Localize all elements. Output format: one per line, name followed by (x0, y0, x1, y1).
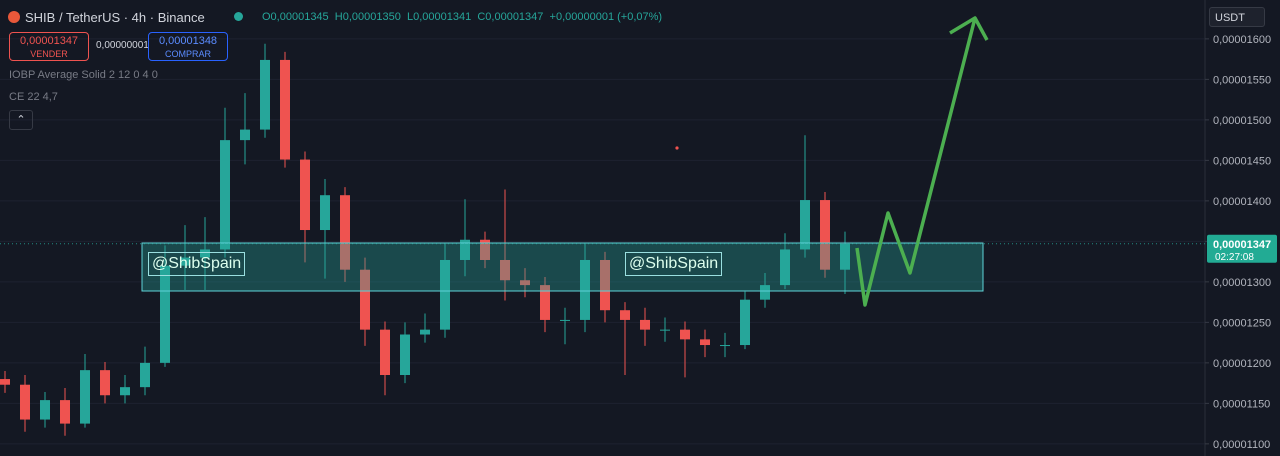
arrow-head (949, 16, 989, 41)
currency: USDT (1215, 12, 1245, 24)
candle-body (40, 400, 50, 420)
candle-body (720, 345, 730, 347)
buy-label: COMPRAR (164, 49, 211, 59)
candle-body (260, 59, 270, 130)
zone (141, 242, 984, 292)
candle-body (460, 239, 470, 260)
y-tick-label: 0,00001450 (1213, 155, 1271, 167)
price-axis (1205, 0, 1280, 456)
candle-body (60, 400, 70, 424)
candle-body (320, 195, 330, 231)
candle-body (300, 159, 310, 231)
y-tick-label: 0,00001500 (1213, 115, 1271, 127)
indicator[interactable]: CE 22 4,7 (9, 91, 58, 103)
watermark: @ShibSpain (625, 252, 723, 276)
ohlc: O0,00001345 H0,00001350 L0,00001341 C0,0… (262, 11, 662, 23)
buy-button[interactable]: 0,00001348 COMPRAR (148, 32, 228, 61)
indicator-text: IOBP Average Solid 2 12 0 4 0 (9, 69, 158, 81)
logo (8, 11, 20, 23)
spread: 0,00000001 (96, 40, 149, 51)
sell-price: 0,00001347 (19, 35, 79, 47)
status (234, 12, 243, 21)
y-tick-label: 0,00001550 (1213, 74, 1271, 86)
candle-body (560, 319, 570, 321)
candle-body (540, 285, 550, 320)
candle-body (220, 140, 230, 250)
candle-body (740, 299, 750, 346)
candle-body (340, 195, 350, 270)
candle-body (0, 379, 10, 385)
candle-body (180, 257, 190, 266)
y-tick-label: 0,00001250 (1213, 317, 1271, 329)
candle-body (280, 59, 290, 160)
candle-body (240, 129, 250, 141)
candle-body (140, 362, 150, 388)
y-tick-label: 0,00001150 (1213, 398, 1270, 410)
y-tick-label: 0,00001200 (1213, 358, 1271, 370)
candle-body (800, 200, 810, 250)
candle-body (160, 265, 170, 363)
y-tick-label: 0,00001600 (1213, 34, 1271, 46)
candle-body (760, 285, 770, 300)
y-tick-label: 0,00001300 (1213, 277, 1271, 289)
candle-body (380, 329, 390, 376)
candle-body (200, 249, 210, 258)
sell-label: VENDER (30, 49, 68, 59)
candle-body (80, 370, 90, 424)
symbol[interactable]: SHIB / TetherUS · 4h · Binance (8, 10, 205, 25)
candle-body (700, 339, 710, 346)
indicator-text: CE 22 4,7 (9, 91, 58, 103)
candle-body (600, 259, 610, 311)
low: L0,00001341 (406, 11, 472, 23)
candle-body (840, 243, 850, 270)
indicator[interactable]: IOBP Average Solid 2 12 0 4 0 (9, 69, 158, 81)
candle-body (120, 387, 130, 396)
collapse-button[interactable]: ⌃ (9, 110, 33, 130)
high: H0,00001350 (334, 11, 401, 23)
candle-body (520, 280, 530, 286)
candle-body (640, 319, 650, 330)
dot (675, 146, 679, 150)
candle-body (660, 329, 670, 331)
watermark: @ShibSpain (148, 252, 246, 276)
symbol-text: SHIB / TetherUS · 4h · Binance (25, 10, 205, 25)
sell-button[interactable]: 0,00001347 VENDER (9, 32, 89, 61)
y-tick-label: 0,00001100 (1213, 439, 1270, 451)
candle-body (400, 334, 410, 376)
last-price-tag (1207, 234, 1277, 263)
close: C0,00001347 (477, 11, 544, 23)
candle-body (480, 239, 490, 260)
projection-arrow (855, 17, 977, 307)
candle-body (820, 200, 830, 270)
y-tick-label: 0,00001400 (1213, 196, 1271, 208)
candle-body (780, 249, 790, 286)
open: O0,00001345 (262, 11, 329, 23)
countdown: 02:27:08 (1215, 252, 1254, 263)
candle-body (680, 329, 690, 340)
candle-body (500, 259, 510, 281)
currency-select[interactable]: USDT (1209, 7, 1265, 27)
last-price-label: 0,00001347 (1213, 239, 1271, 251)
candle-body (100, 370, 110, 396)
buy-price: 0,00001348 (158, 35, 218, 47)
candle-body (620, 310, 630, 320)
candle-body (580, 259, 590, 320)
candle-body (440, 259, 450, 330)
candle-body (20, 384, 30, 420)
candle-body (420, 329, 430, 335)
candle-body (360, 269, 370, 330)
change: +0,00000001 (+0,07%) (549, 11, 663, 23)
